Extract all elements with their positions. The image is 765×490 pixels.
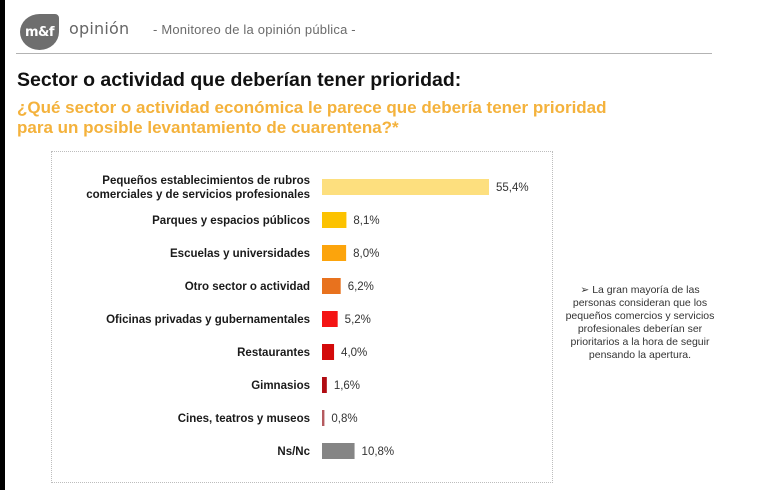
category-label: Escuelas y universidades xyxy=(170,248,310,260)
arrow-bullet-icon: ➢ xyxy=(580,284,590,296)
value-label: 1,6% xyxy=(334,380,360,392)
brand-logo: m&f xyxy=(20,14,59,50)
category-label: Parques y espacios públicos xyxy=(152,215,310,227)
value-label: 4,0% xyxy=(341,347,367,359)
header-divider xyxy=(16,53,712,54)
insight-text: La gran mayoría de las personas consider… xyxy=(565,284,715,361)
category-label: Gimnasios xyxy=(251,380,310,392)
category-label: Otro sector o actividad xyxy=(185,281,310,293)
left-border xyxy=(0,0,5,490)
brand-word: opinión xyxy=(69,19,130,38)
category-label: Restaurantes xyxy=(237,347,310,359)
bar xyxy=(322,311,338,327)
category-label: Ns/Nc xyxy=(277,446,310,458)
value-label: 8,1% xyxy=(353,215,379,227)
category-label: Oficinas privadas y gubernamentales xyxy=(106,314,310,326)
bar xyxy=(322,410,325,426)
bar xyxy=(322,245,347,261)
value-label: 55,4% xyxy=(496,182,529,194)
category-label: Cines, teatros y museos xyxy=(178,413,310,425)
value-label: 0,8% xyxy=(331,413,357,425)
bar xyxy=(322,377,327,393)
bar xyxy=(322,179,489,195)
survey-question: ¿Qué sector o actividad económica le par… xyxy=(17,98,607,137)
value-label: 5,2% xyxy=(345,314,371,326)
value-label: 10,8% xyxy=(362,446,395,458)
header-subtitle: - Monitoreo de la opinión pública - xyxy=(153,22,356,37)
value-label: 6,2% xyxy=(348,281,374,293)
category-label: comerciales y de servicios profesionales xyxy=(86,189,310,201)
page-title: Sector o actividad que deberían tener pr… xyxy=(17,69,462,91)
bar xyxy=(322,212,347,228)
category-label: Pequeños establecimientos de rubros xyxy=(102,175,310,187)
insight-note: ➢ La gran mayoría de las personas conside… xyxy=(560,284,720,362)
bar xyxy=(322,278,341,294)
value-label: 8,0% xyxy=(353,248,379,260)
bar xyxy=(322,344,335,360)
header: m&f opinión - Monitoreo de la opinión pú… xyxy=(17,10,717,50)
chart-frame: Pequeños establecimientos de rubros comer… xyxy=(51,151,553,483)
bar-chart: Pequeños establecimientos de rubros comer… xyxy=(86,175,529,459)
bar xyxy=(322,443,355,459)
